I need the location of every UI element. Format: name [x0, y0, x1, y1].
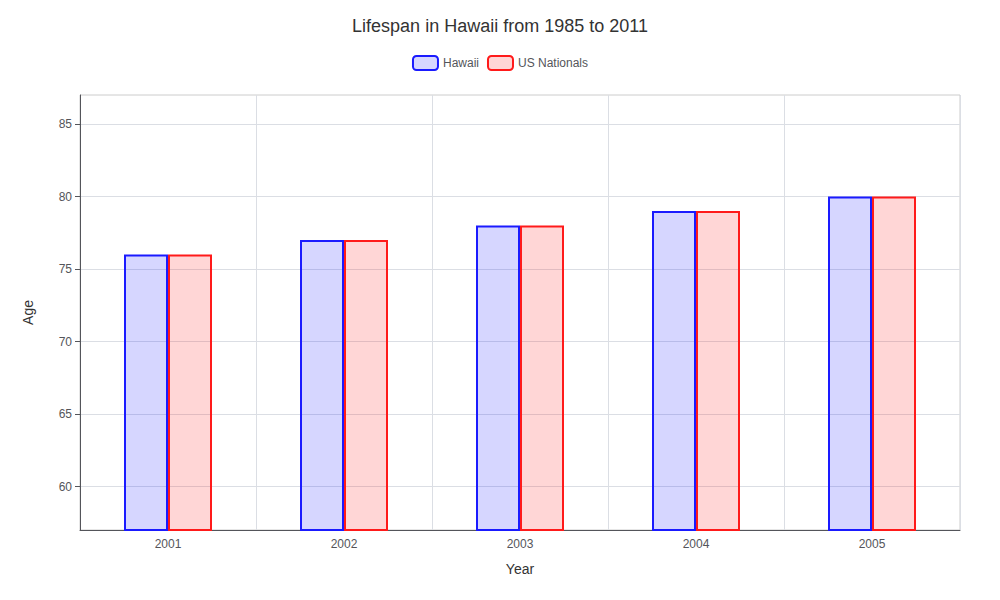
svg-text:Hawaii: Hawaii: [443, 56, 479, 70]
svg-text:2004: 2004: [683, 537, 710, 551]
svg-text:Age: Age: [20, 300, 36, 325]
svg-text:Year: Year: [506, 561, 535, 577]
svg-text:80: 80: [59, 190, 73, 204]
svg-text:65: 65: [59, 407, 73, 421]
svg-text:75: 75: [59, 262, 73, 276]
svg-text:2002: 2002: [331, 537, 358, 551]
svg-text:70: 70: [59, 335, 73, 349]
svg-text:Lifespan in Hawaii from 1985 t: Lifespan in Hawaii from 1985 to 2011: [352, 16, 648, 36]
svg-text:2005: 2005: [859, 537, 886, 551]
svg-text:85: 85: [59, 117, 73, 131]
svg-text:60: 60: [59, 480, 73, 494]
svg-text:2003: 2003: [507, 537, 534, 551]
svg-text:US Nationals: US Nationals: [518, 56, 588, 70]
svg-text:2001: 2001: [155, 537, 182, 551]
